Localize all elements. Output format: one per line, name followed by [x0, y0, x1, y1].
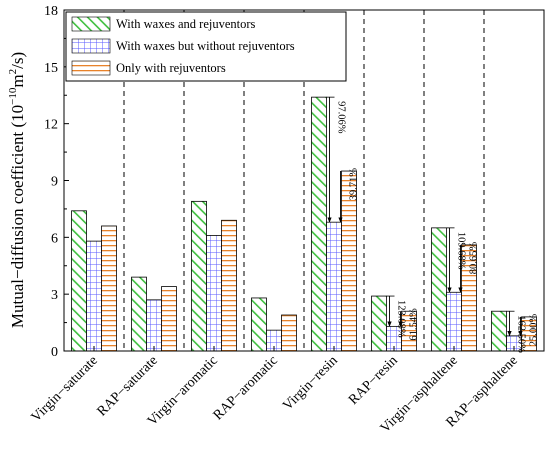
bar-series-3 — [161, 286, 177, 352]
y-tick-label: 12 — [44, 118, 58, 133]
annotation-label-increase: 123.08% — [396, 300, 407, 338]
y-tick-label: 3 — [51, 288, 58, 303]
annotation-label-change: 80.65% — [469, 242, 480, 275]
y-axis-label: Mutual−diffusion coefficient (10−10m2/s) — [7, 52, 27, 328]
legend-swatch-series-3 — [71, 60, 111, 76]
x-tick-label: Virgin−resin — [280, 353, 341, 414]
y-tick-label: 15 — [44, 61, 58, 76]
legend: With waxes and rejuventors With waxes bu… — [65, 11, 347, 82]
bar-series-2 — [446, 291, 462, 352]
bar-series-3 — [281, 314, 297, 352]
annotations-layer: 97.06% 39.71% 123.08% 61.54% 109.68% 80.65% 16… — [326, 96, 540, 353]
bar-series-1 — [131, 276, 147, 352]
x-axis: Virgin−saturateRAP−saturateVirgin−aromat… — [29, 346, 521, 436]
bars-layer — [71, 96, 537, 352]
bar-series-1 — [371, 295, 387, 352]
y-tick-label: 6 — [51, 231, 58, 246]
annotation-label-increase: 97.06% — [336, 101, 347, 134]
bar-series-2 — [206, 235, 222, 352]
legend-swatch-series-2 — [71, 38, 111, 54]
bar-series-1 — [491, 310, 507, 352]
annotation-label-increase: 162.50% — [516, 315, 527, 353]
x-tick-label: Virgin−saturate — [29, 353, 101, 425]
bar-series-3 — [221, 219, 237, 352]
x-tick-label: RAP−resin — [346, 353, 401, 408]
bar-series-3 — [101, 225, 117, 352]
annotation-label-increase: 109.68% — [456, 232, 467, 270]
bar-series-1 — [191, 200, 207, 352]
legend-box — [65, 11, 347, 82]
bar-series-2 — [146, 299, 162, 352]
y-tick-label: 0 — [51, 345, 58, 360]
x-tick-label: RAP−saturate — [95, 353, 161, 419]
annotation-label-change: 25.00% — [529, 314, 540, 347]
x-tick-label: RAP−aromatic — [211, 353, 281, 423]
legend-label-series-1: With waxes and rejuventors — [116, 17, 256, 31]
legend-swatch-series-1 — [71, 16, 111, 32]
bar-series-1 — [431, 227, 447, 352]
annotation-label-change: 61.54% — [409, 308, 420, 341]
y-tick-label: 18 — [44, 4, 58, 19]
annotation-label-change: 39.71% — [349, 168, 360, 201]
legend-label-series-2: With waxes but without rejuventors — [116, 39, 295, 53]
bar-series-1 — [71, 210, 87, 352]
bar-series-1 — [311, 96, 327, 352]
bar-series-2 — [86, 240, 102, 352]
y-axis: 0 3 6 9 12 15 18 — [44, 4, 69, 360]
legend-label-series-3: Only with rejuventors — [116, 61, 226, 75]
bar-series-2 — [326, 221, 342, 352]
y-tick-label: 9 — [51, 175, 58, 190]
bar-series-1 — [251, 297, 267, 352]
